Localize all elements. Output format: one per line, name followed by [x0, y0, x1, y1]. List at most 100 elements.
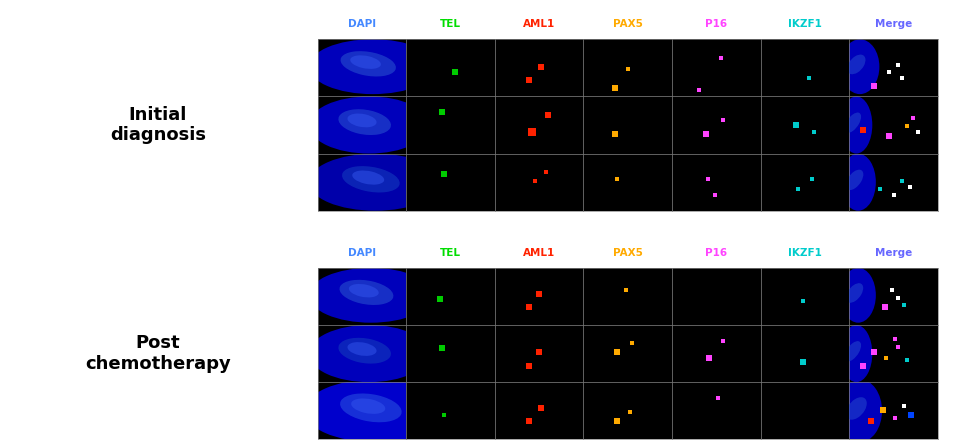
Point: [911, 128, 926, 136]
Point: [533, 63, 548, 70]
Point: [524, 128, 540, 136]
Point: [531, 349, 546, 356]
Point: [806, 128, 821, 136]
Point: [795, 359, 811, 366]
Point: [607, 84, 622, 91]
Point: [866, 83, 881, 90]
Ellipse shape: [840, 153, 876, 211]
Point: [866, 349, 881, 356]
Point: [521, 303, 536, 310]
Point: [434, 109, 450, 116]
Point: [618, 286, 634, 293]
Ellipse shape: [351, 398, 386, 414]
Point: [620, 66, 635, 73]
Point: [888, 414, 903, 421]
Point: [610, 349, 625, 356]
Ellipse shape: [845, 341, 861, 361]
Point: [716, 117, 731, 124]
Point: [805, 176, 820, 183]
Point: [433, 296, 448, 303]
Point: [541, 111, 556, 118]
Point: [879, 355, 894, 362]
Point: [876, 406, 891, 413]
Point: [521, 363, 536, 370]
Ellipse shape: [846, 283, 863, 303]
Ellipse shape: [340, 280, 393, 305]
Point: [447, 69, 462, 76]
Ellipse shape: [350, 55, 381, 69]
Text: DAPI: DAPI: [348, 248, 376, 258]
Point: [610, 417, 625, 425]
Ellipse shape: [845, 112, 861, 133]
Text: Initial
diagnosis: Initial diagnosis: [110, 106, 206, 145]
Ellipse shape: [846, 397, 867, 420]
Point: [539, 168, 554, 175]
Ellipse shape: [347, 342, 376, 356]
Ellipse shape: [341, 51, 396, 76]
Ellipse shape: [840, 96, 872, 153]
Point: [855, 363, 870, 370]
Ellipse shape: [349, 284, 379, 297]
Point: [895, 178, 910, 185]
Point: [716, 338, 731, 345]
Point: [900, 357, 915, 364]
Point: [881, 133, 897, 140]
Point: [855, 126, 870, 133]
Point: [435, 170, 451, 177]
Point: [897, 403, 912, 410]
Text: IKZF1: IKZF1: [788, 19, 822, 29]
Text: Post
chemotherapy: Post chemotherapy: [85, 334, 231, 373]
Point: [900, 123, 915, 130]
Point: [903, 412, 919, 419]
Point: [707, 191, 723, 198]
Point: [698, 130, 713, 137]
Ellipse shape: [309, 153, 442, 211]
Ellipse shape: [339, 109, 391, 135]
Point: [890, 62, 905, 69]
Point: [521, 77, 536, 84]
Text: Merge: Merge: [875, 248, 912, 258]
Point: [795, 297, 811, 305]
Text: Merge: Merge: [875, 19, 912, 29]
Text: TEL: TEL: [440, 19, 461, 29]
Ellipse shape: [309, 96, 430, 153]
Point: [531, 290, 546, 297]
Ellipse shape: [309, 39, 436, 94]
Point: [435, 412, 451, 419]
Point: [607, 130, 622, 137]
Point: [434, 344, 450, 351]
Text: IKZF1: IKZF1: [788, 248, 822, 258]
Point: [888, 336, 903, 343]
Point: [527, 178, 543, 185]
Point: [877, 303, 892, 310]
Text: P16: P16: [705, 248, 727, 258]
Ellipse shape: [846, 169, 863, 190]
Text: PAX5: PAX5: [612, 248, 643, 258]
Point: [700, 176, 715, 183]
Text: AML1: AML1: [523, 248, 555, 258]
Text: DAPI: DAPI: [348, 19, 376, 29]
Point: [710, 395, 725, 402]
Point: [897, 301, 912, 309]
Ellipse shape: [840, 268, 876, 323]
Ellipse shape: [304, 379, 446, 442]
Ellipse shape: [340, 393, 402, 422]
Point: [622, 408, 637, 415]
Ellipse shape: [847, 54, 865, 74]
Ellipse shape: [840, 325, 872, 382]
Point: [701, 355, 717, 362]
Point: [901, 183, 917, 190]
Point: [789, 121, 804, 128]
Point: [890, 294, 905, 301]
Text: TEL: TEL: [440, 248, 461, 258]
Point: [802, 74, 817, 82]
Point: [691, 86, 706, 93]
Ellipse shape: [339, 338, 391, 363]
Point: [890, 343, 905, 350]
Ellipse shape: [352, 170, 384, 185]
Point: [533, 405, 548, 412]
Point: [790, 186, 806, 193]
Point: [895, 74, 910, 82]
Ellipse shape: [342, 166, 400, 193]
Point: [873, 186, 888, 193]
